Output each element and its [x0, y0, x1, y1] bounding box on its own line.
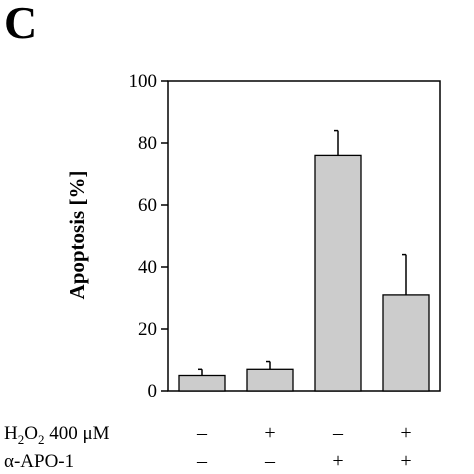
- panel-letter: C: [4, 0, 37, 48]
- y-tick-label: 0: [148, 381, 158, 402]
- plot-frame: [167, 80, 441, 392]
- condition-sign: +: [400, 422, 411, 444]
- condition-sign: –: [264, 450, 276, 472]
- y-tick-label: 60: [138, 195, 157, 216]
- label-part: H: [4, 423, 18, 444]
- condition-table: H2O2 400 μM – + – +α-APO-1– – + +: [4, 422, 412, 472]
- subscript-part: 2: [18, 432, 25, 447]
- label-part: O: [24, 423, 38, 444]
- label-part: α-APO-1: [4, 451, 74, 472]
- condition-sign: +: [264, 422, 275, 444]
- condition-sign: –: [196, 422, 208, 444]
- subscript-part: 2: [38, 432, 45, 447]
- bar: [314, 154, 362, 392]
- bar: [178, 374, 226, 392]
- condition-sign: +: [332, 450, 343, 472]
- condition-sign: +: [400, 450, 411, 472]
- plot-area: 0 20 40 60 80 100: [129, 71, 441, 402]
- bar: [382, 294, 430, 392]
- condition-label: α-APO-1: [4, 451, 74, 472]
- condition-sign: –: [332, 422, 344, 444]
- y-tick-label: 40: [138, 257, 157, 278]
- label-part: 400 μM: [44, 423, 109, 444]
- y-tick-label: 20: [138, 319, 157, 340]
- y-axis-label: Apoptosis [%]: [65, 171, 89, 300]
- y-tick-label: 100: [129, 71, 158, 92]
- condition-label: H2O2 400 μM: [4, 423, 110, 447]
- y-tick-label: 80: [138, 133, 157, 154]
- bar: [246, 368, 294, 392]
- condition-sign: –: [196, 450, 208, 472]
